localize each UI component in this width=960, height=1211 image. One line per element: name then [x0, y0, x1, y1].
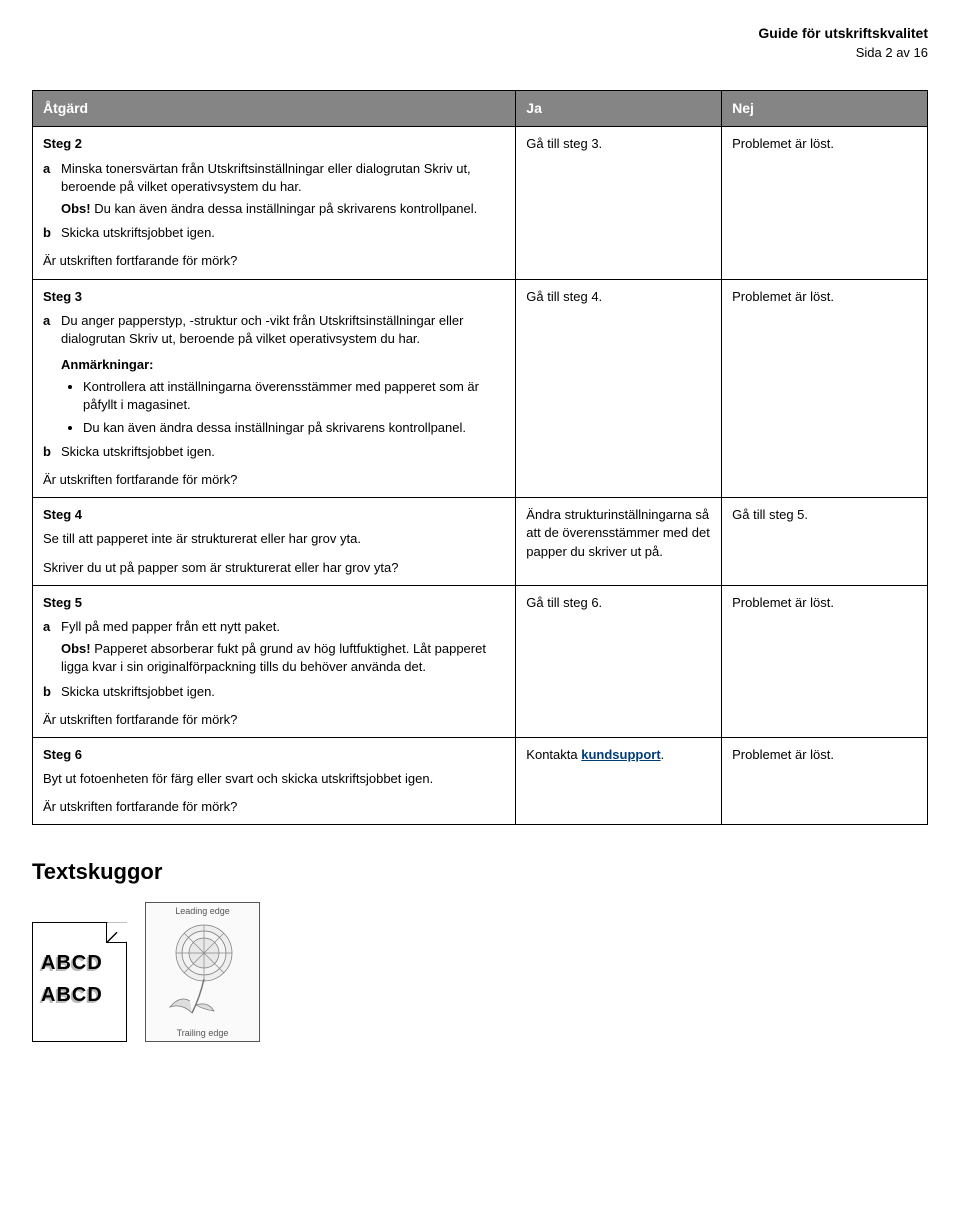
ja-cell: Gå till steg 6.: [516, 585, 722, 737]
trail-question: Skriver du ut på papper som är strukture…: [43, 559, 505, 577]
ja-cell: Gå till steg 3.: [516, 127, 722, 279]
trail-question: Är utskriften fortfarande för mörk?: [43, 711, 505, 729]
leading-edge-label: Leading edge: [146, 905, 259, 918]
step-a: Fyll på med papper från ett nytt paket. …: [61, 618, 505, 677]
nej-cell: Problemet är löst.: [722, 279, 928, 498]
section-heading: Textskuggor: [32, 857, 928, 888]
nej-cell: Problemet är löst.: [722, 127, 928, 279]
table-row: Steg 6 Byt ut fotoenheten för färg eller…: [33, 737, 928, 825]
trail-question: Är utskriften fortfarande för mörk?: [43, 252, 505, 270]
step-body: Byt ut fotoenheten för färg eller svart …: [43, 770, 505, 788]
guide-title: Guide för utskriftskvalitet: [32, 24, 928, 44]
sample-photo-icon: Leading edge Trailing edge: [145, 902, 260, 1042]
nej-cell: Gå till steg 5.: [722, 498, 928, 586]
step-label: Steg 2: [43, 135, 505, 153]
step-body: Se till att papperet inte är strukturera…: [43, 530, 505, 548]
step-a: Minska tonersvärtan från Utskriftsinstäl…: [61, 160, 505, 219]
col-ja: Ja: [516, 90, 722, 127]
ja-cell: Gå till steg 4.: [516, 279, 722, 498]
obs-label: Obs!: [61, 201, 91, 216]
col-action: Åtgärd: [33, 90, 516, 127]
figure-row: ABCD ABCD ABCD ABCD Leading edge: [32, 902, 928, 1042]
table-row: Steg 2 Minska tonersvärtan från Utskrift…: [33, 127, 928, 279]
ja-cell: Kontakta kundsupport.: [516, 737, 722, 825]
step-a: Du anger papperstyp, -struktur och -vikt…: [61, 312, 505, 437]
step-label: Steg 3: [43, 288, 505, 306]
flower-icon: [152, 917, 252, 1027]
trail-question: Är utskriften fortfarande för mörk?: [43, 798, 505, 816]
step-b: Skicka utskriftsjobbet igen.: [61, 224, 505, 242]
table-row: Steg 5 Fyll på med papper från ett nytt …: [33, 585, 928, 737]
anm-label: Anmärkningar:: [61, 356, 505, 374]
bullet: Du kan även ändra dessa inställningar på…: [83, 419, 505, 437]
trailing-edge-label: Trailing edge: [146, 1027, 259, 1040]
nej-cell: Problemet är löst.: [722, 585, 928, 737]
bullet: Kontrollera att inställningarna överenss…: [83, 378, 505, 414]
table-row: Steg 4 Se till att papperet inte är stru…: [33, 498, 928, 586]
step-b: Skicka utskriftsjobbet igen.: [61, 443, 505, 461]
col-nej: Nej: [722, 90, 928, 127]
troubleshoot-table: Åtgärd Ja Nej Steg 2 Minska tonersvärtan…: [32, 90, 928, 826]
step-label: Steg 5: [43, 594, 505, 612]
shadow-text-sample: ABCD ABCD: [39, 951, 120, 979]
kundsupport-link[interactable]: kundsupport: [581, 747, 660, 762]
page-header: Guide för utskriftskvalitet Sida 2 av 16: [32, 24, 928, 62]
page-number: Sida 2 av 16: [32, 44, 928, 62]
step-label: Steg 4: [43, 506, 505, 524]
obs-label: Obs!: [61, 641, 91, 656]
sample-page-icon: ABCD ABCD ABCD ABCD: [32, 922, 127, 1042]
page-fold-icon: [106, 923, 126, 943]
shadow-text-sample: ABCD ABCD: [39, 983, 120, 1011]
step-b: Skicka utskriftsjobbet igen.: [61, 683, 505, 701]
trail-question: Är utskriften fortfarande för mörk?: [43, 471, 505, 489]
nej-cell: Problemet är löst.: [722, 737, 928, 825]
step-label: Steg 6: [43, 746, 505, 764]
ja-cell: Ändra strukturinställningarna så att de …: [516, 498, 722, 586]
table-row: Steg 3 Du anger papperstyp, -struktur oc…: [33, 279, 928, 498]
